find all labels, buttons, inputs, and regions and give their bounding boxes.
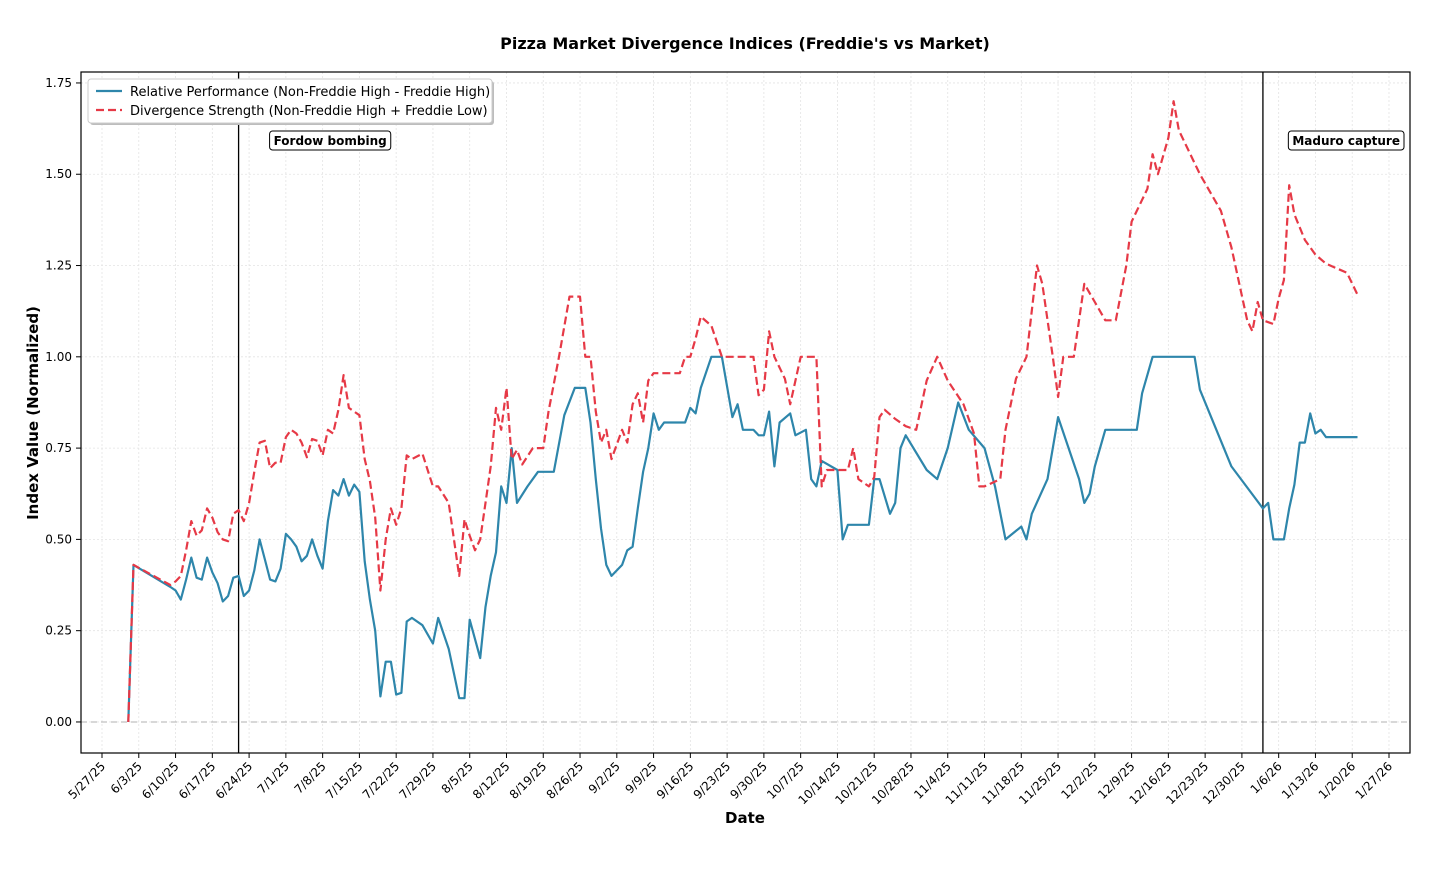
series-line-relative-performance xyxy=(127,355,1358,723)
x-tick-label: 6/24/25 xyxy=(213,759,256,802)
x-tick-label: 5/27/25 xyxy=(66,759,109,802)
x-tick-label: 12/2/25 xyxy=(1058,759,1101,802)
event-label: Maduro capture xyxy=(1292,134,1400,148)
y-tick-label: 1.50 xyxy=(45,167,72,181)
x-tick-label: 1/27/26 xyxy=(1352,759,1395,802)
event-label-box xyxy=(1287,130,1405,151)
y-axis-title: Index Value (Normalized) xyxy=(24,306,42,520)
event-annotations: Fordow bombing Maduro capture xyxy=(269,130,1405,151)
x-tick-label: 9/23/25 xyxy=(691,759,734,802)
x-tick-label: 9/30/25 xyxy=(727,759,770,802)
x-tick-label: 1/20/26 xyxy=(1316,759,1359,802)
x-tick-label: 8/12/25 xyxy=(470,759,513,802)
x-tick-label: 7/1/25 xyxy=(255,759,292,796)
grid xyxy=(81,72,1410,753)
x-tick-label: 6/17/25 xyxy=(176,759,219,802)
x-tick-label: 7/22/25 xyxy=(360,759,403,802)
x-tick-label: 8/26/25 xyxy=(544,759,587,802)
event-label: Fordow bombing xyxy=(274,134,387,148)
y-tick-label: 1.25 xyxy=(45,259,72,273)
y-tick-label: 0.50 xyxy=(45,532,72,546)
x-tick-label: 8/19/25 xyxy=(507,759,550,802)
event-lines xyxy=(237,72,1264,753)
y-tick-label: 0.00 xyxy=(45,715,72,729)
x-tick-label: 7/29/25 xyxy=(396,759,439,802)
chart-title: Pizza Market Divergence Indices (Freddie… xyxy=(500,34,990,53)
y-tick-label: 0.75 xyxy=(45,441,72,455)
x-tick-label: 9/16/25 xyxy=(654,759,697,802)
legend-entry: Relative Performance (Non-Freddie High -… xyxy=(130,85,490,100)
series-lines xyxy=(127,100,1359,723)
legend-box xyxy=(87,78,493,124)
series-line-divergence-strength xyxy=(127,100,1359,723)
x-tick-label: 9/2/25 xyxy=(586,759,623,796)
x-axis: 5/27/25 6/3/256/10/256/17/256/24/25 7/1/25… xyxy=(66,753,1395,807)
x-tick-label: 6/10/25 xyxy=(139,759,182,802)
y-tick-label: 1.00 xyxy=(45,350,72,364)
x-axis-title: Date xyxy=(725,809,765,827)
legend-entry: Divergence Strength (Non-Freddie High + … xyxy=(130,104,488,119)
x-tick-label: 7/15/25 xyxy=(323,759,366,802)
y-axis: 0.00 0.25 0.50 0.75 1.00 1.25 1.50 1.75 xyxy=(45,76,81,729)
event-label-box xyxy=(269,130,392,151)
x-tick-label: 1/13/26 xyxy=(1279,759,1322,802)
legend: Relative Performance (Non-Freddie High -… xyxy=(87,78,494,125)
y-tick-label: 0.25 xyxy=(45,624,72,638)
plot-frame xyxy=(80,71,1411,754)
y-tick-label: 1.75 xyxy=(45,76,72,90)
